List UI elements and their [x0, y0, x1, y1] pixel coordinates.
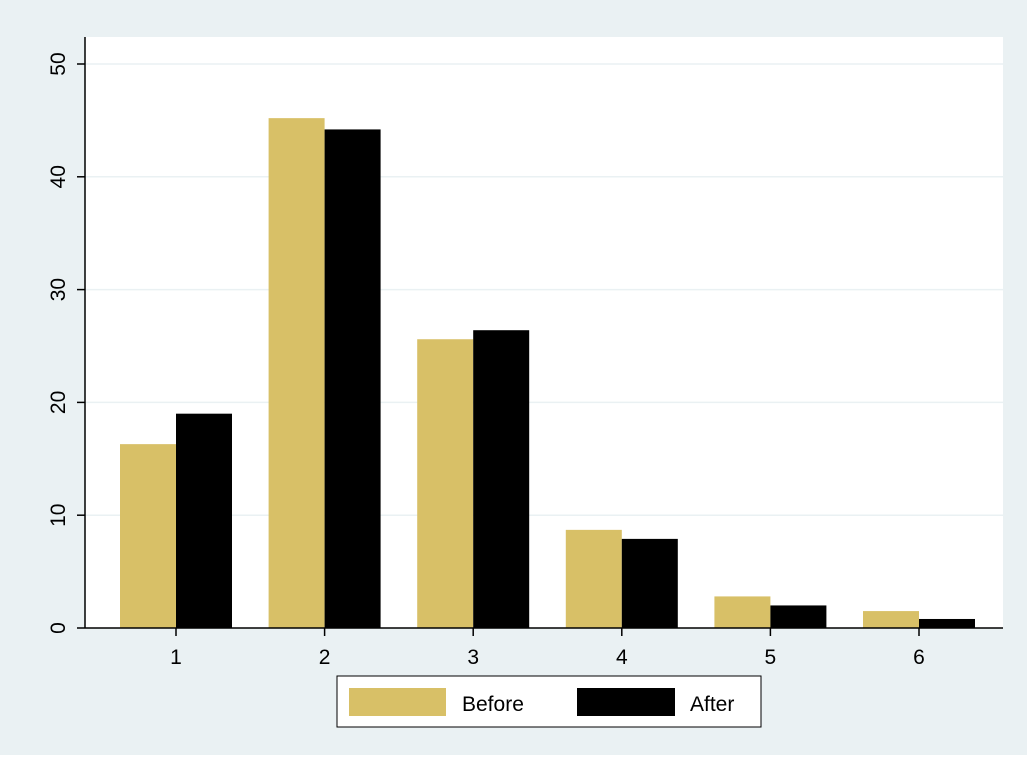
y-tick-label: 20	[47, 391, 70, 414]
x-tick-label: 5	[765, 646, 777, 669]
y-tick-label: 50	[47, 52, 70, 75]
x-tick-label: 3	[467, 646, 479, 669]
legend-label-after: After	[690, 693, 734, 716]
bar-after-6	[919, 618, 975, 628]
legend-swatch-after	[577, 688, 675, 716]
legend-swatch-before	[349, 688, 446, 716]
bar-after-1	[176, 413, 232, 628]
y-tick-label: 0	[47, 622, 70, 634]
legend: Before After	[336, 675, 762, 728]
bar-after-3	[473, 330, 530, 628]
gridlines	[85, 63, 1003, 516]
bars	[120, 118, 975, 629]
bar-after-4	[621, 538, 678, 628]
legend-label-before: Before	[462, 693, 524, 716]
x-tick-label: 1	[170, 646, 182, 669]
plot-area	[85, 37, 1003, 628]
bar-after-2	[324, 129, 381, 628]
x-axis-ticks: 1 2 3 4 5 6	[170, 628, 925, 669]
bar-before-2	[268, 118, 325, 629]
bar-after-5	[770, 605, 827, 628]
x-tick-label: 4	[616, 646, 628, 669]
x-tick-label: 6	[913, 646, 925, 669]
bar-before-4	[565, 529, 622, 628]
bar-before-1	[120, 444, 176, 628]
bar-before-6	[863, 611, 919, 628]
y-axis-ticks: 0 10 20 30 40 50	[47, 52, 85, 634]
x-tick-label: 2	[319, 646, 331, 669]
y-tick-label: 10	[47, 504, 70, 527]
bar-before-5	[714, 596, 771, 628]
y-tick-label: 40	[47, 165, 70, 188]
y-tick-label: 30	[47, 278, 70, 301]
bar-before-3	[417, 339, 474, 628]
